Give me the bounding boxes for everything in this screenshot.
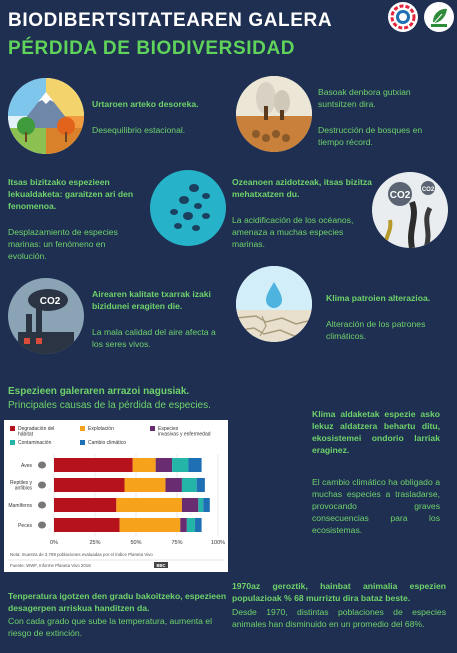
co2-cloud-label: CO2 — [40, 296, 61, 307]
item2-basque: Basoak denbora gutxian suntsitzen dira. — [318, 87, 411, 109]
item2-spanish: Destrucción de bosques en tiempo récord. — [318, 125, 423, 147]
legend-label-3: Contaminación — [18, 440, 52, 446]
bar-2-3 — [198, 498, 204, 512]
item4-basque: Ozeanoen azidotzeak, itsas bizitza mehat… — [232, 177, 372, 199]
category-label-0: Aves — [21, 463, 33, 469]
bar-0-0 — [54, 458, 133, 472]
climate-change-basque: Klima aldaketak espezie asko lekuz aldat… — [312, 409, 440, 455]
bar-1-0 — [54, 478, 125, 492]
bar-0-4 — [188, 458, 202, 472]
bar-3-3 — [186, 518, 196, 532]
category-icon-1 — [38, 481, 46, 489]
causes-heading-spanish: Principales causas de la pérdida de espe… — [8, 400, 211, 411]
page-title-spanish: PÉRDIDA DE BIODIVERSIDAD — [8, 38, 296, 59]
x-tick-label-2: 50% — [130, 540, 141, 546]
bar-3-1 — [119, 518, 181, 532]
legend-label-2: Especies invasivas y enfermedad — [158, 426, 211, 438]
seasons-image — [8, 78, 84, 154]
co2-bubble-small: CO2 — [422, 187, 435, 193]
chart-badge: BBC — [156, 563, 165, 568]
bar-2-2 — [181, 498, 199, 512]
item5-spanish: La mala calidad del aire afecta a los se… — [92, 327, 216, 349]
causes-chart-svg: Degradación del hábitat Explotación Especie… — [8, 426, 225, 568]
x-tick-label-4: 100% — [211, 540, 225, 546]
page-title-basque: BIODIBERTSITATEAREN GALERA — [8, 10, 333, 31]
item3-spanish: Desplazamiento de especies marinas: un f… — [8, 227, 118, 261]
legend-swatch-3 — [10, 440, 15, 445]
x-tick-label-0: 0% — [50, 540, 58, 546]
legend-label-0: Degradación del hábitat — [18, 426, 54, 438]
item3-basque: Itsas bizitzako espezieen lekualdaketa: … — [8, 177, 134, 211]
climate-change-spanish: El cambio climático ha obligado a muchas… — [312, 477, 440, 535]
item1-spanish: Desequilibrio estacional. — [92, 125, 186, 135]
climate-pattern-image — [236, 266, 312, 342]
co2-bubble-large: CO2 — [390, 190, 411, 201]
bar-3-0 — [54, 518, 120, 532]
bar-2-0 — [54, 498, 117, 512]
legend-swatch-0 — [10, 426, 15, 431]
bar-2-4 — [203, 498, 210, 512]
item1-basque: Urtaroen arteko desoreka. — [92, 99, 199, 109]
legend-swatch-1 — [80, 426, 85, 431]
marine-species-image — [150, 170, 226, 246]
item6-spanish: Alteración de los patrones climáticos. — [326, 319, 426, 341]
legend-swatch-2 — [150, 426, 155, 431]
bar-2-1 — [116, 498, 182, 512]
category-icon-2 — [38, 501, 46, 509]
causes-chart: Degradación del hábitat Explotación Especie… — [4, 420, 228, 572]
bar-1-4 — [196, 478, 205, 492]
temperature-spanish: Con cada grado que sube la temperatura, … — [8, 616, 212, 638]
bar-3-2 — [180, 518, 187, 532]
x-tick-label-3: 75% — [171, 540, 182, 546]
population-spanish: Desde 1970, distintas poblaciones de esp… — [232, 607, 446, 629]
chart-badge-box — [154, 562, 168, 568]
population-basque: 1970az geroztik, hainbat animalia espezi… — [232, 581, 446, 603]
deforestation-image — [236, 76, 312, 152]
bar-0-2 — [155, 458, 173, 472]
air-pollution-image: CO2 — [8, 278, 84, 354]
legend-label-4: Cambio climático — [88, 440, 126, 446]
category-label-2: Mamíferos — [8, 503, 32, 509]
bar-0-3 — [172, 458, 189, 472]
legend-label-1: Explotación — [88, 426, 114, 432]
item4-spanish: La acidificación de los océanos, amenaza… — [232, 215, 354, 249]
category-icon-0 — [38, 461, 46, 469]
chart-source: Fuente: WWF, Informe Planeta Vivo 2018 — [10, 563, 91, 568]
temperature-basque: Tenperatura igotzen den gradu bakoitzeko… — [8, 591, 227, 613]
chart-note: Nota: muestra de 3.789 poblaciones evalu… — [10, 552, 153, 557]
item6-basque: Klima patroien alterazioa. — [326, 293, 431, 303]
school-logo — [424, 2, 454, 32]
ocean-acidification-image: CO2 CO2 — [372, 172, 448, 248]
bar-1-2 — [165, 478, 182, 492]
legend-swatch-4 — [80, 440, 85, 445]
bar-3-4 — [195, 518, 202, 532]
category-label-3: Peces — [18, 523, 32, 529]
sdg-logo — [388, 2, 418, 32]
category-label-1: Reptiles y anfibios — [10, 480, 32, 492]
bar-1-1 — [124, 478, 166, 492]
category-icon-3 — [38, 521, 46, 529]
causes-heading-basque: Espezieen galeraren arrazoi nagusiak. — [8, 386, 190, 397]
item5-basque: Airearen kalitate txarrak izaki bizidune… — [92, 289, 211, 311]
bar-1-3 — [181, 478, 197, 492]
bar-0-1 — [132, 458, 156, 472]
x-tick-label-1: 25% — [89, 540, 100, 546]
